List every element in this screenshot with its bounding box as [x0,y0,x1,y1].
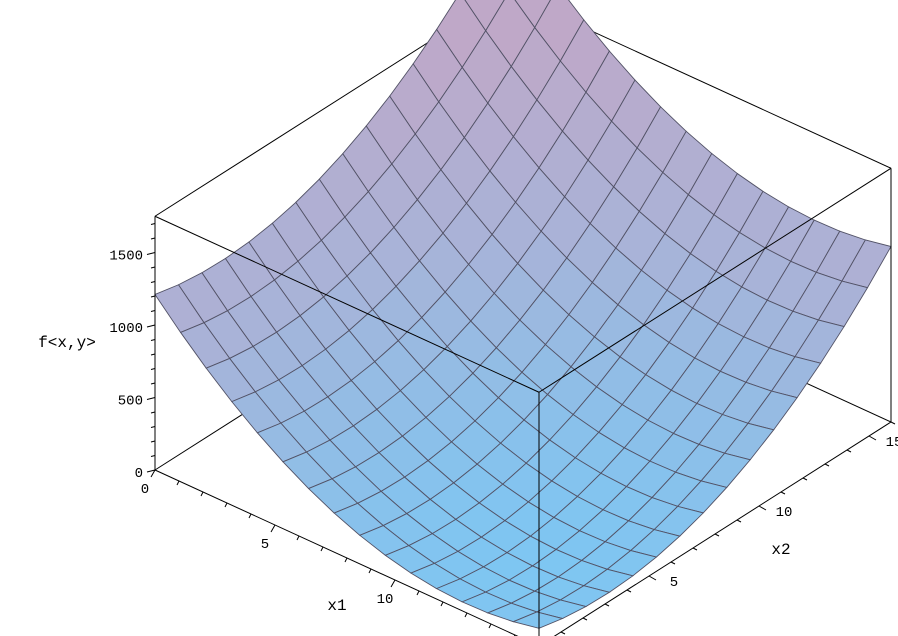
svg-text:1000: 1000 [109,321,143,337]
svg-text:15: 15 [886,435,898,451]
svg-text:5: 5 [670,575,678,591]
svg-text:500: 500 [118,394,143,410]
x1-axis-label: x1 [327,597,346,615]
svg-text:10: 10 [377,592,394,608]
svg-text:1500: 1500 [109,249,143,265]
svg-text:0: 0 [135,466,143,482]
svg-text:5: 5 [261,537,269,553]
svg-text:0: 0 [141,482,149,498]
svg-text:10: 10 [776,505,793,521]
surface-3d-plot: 051015x1051015x2050010001500f<x,y> [0,0,898,636]
surface [155,0,891,628]
x2-axis-label: x2 [771,541,790,559]
z-axis-label: f<x,y> [38,334,96,352]
